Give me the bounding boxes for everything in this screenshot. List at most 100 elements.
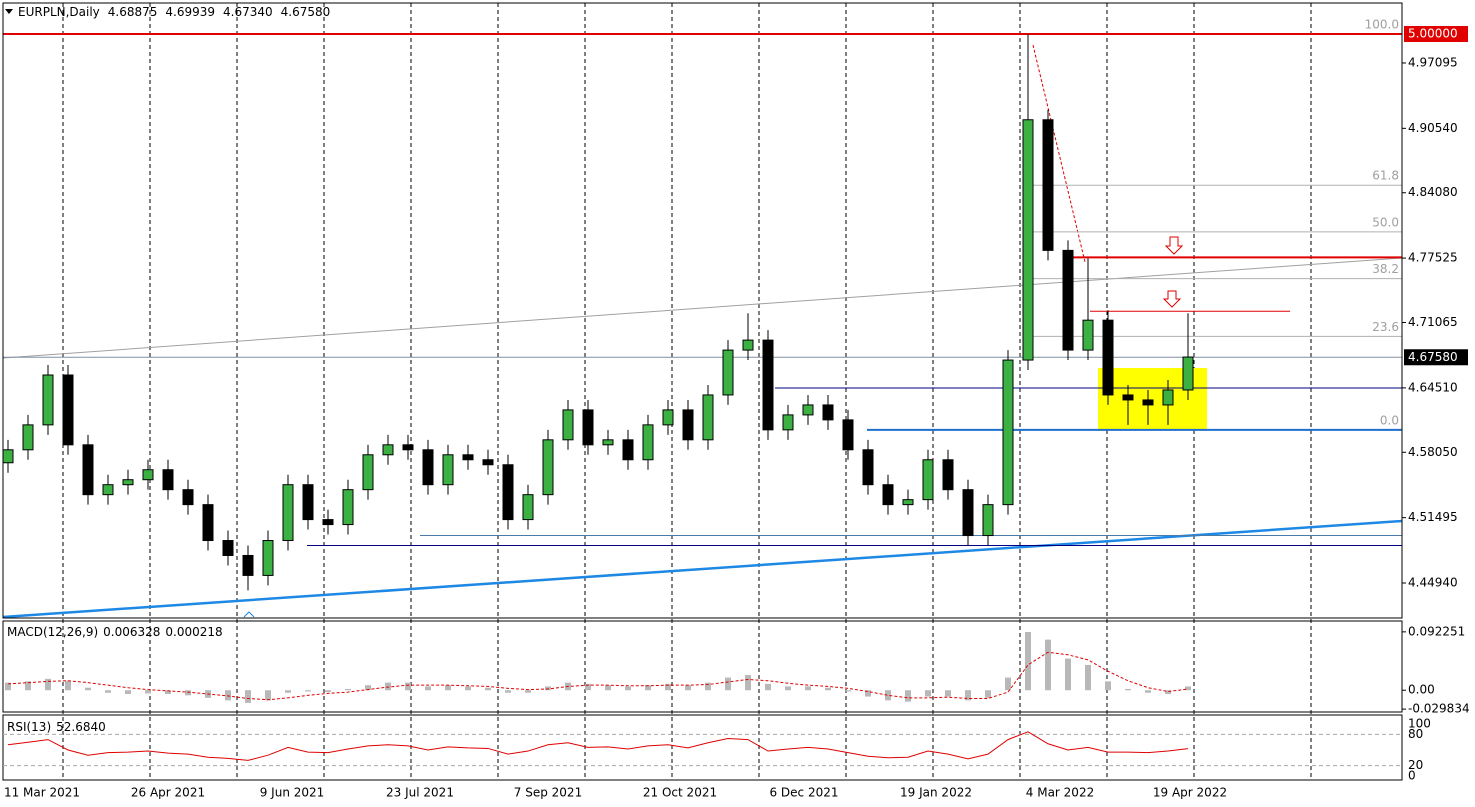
candle-body [422,449,434,486]
marked-level-box [1404,26,1468,43]
candle-body [1162,389,1174,406]
candle-body [1002,359,1014,506]
y-tick-label: 4.97095 [1408,55,1458,69]
macd-panel [2,620,1403,713]
candle-body [282,484,294,542]
fib-label: 61.8 [1372,169,1399,183]
y-tick-label: 4.44940 [1408,576,1458,590]
candle-body [462,454,474,461]
macd-tick-label: -0.029834 [1408,702,1470,716]
candle-body [802,404,814,416]
candle-body [402,444,414,451]
plot: 100.0 61.8 50.0 38.2 23.6 0.0 [2,18,1402,591]
x-tick-label: 21 Oct 2021 [643,786,717,800]
menu-triangle[interactable] [5,9,13,14]
rsi-tick-label: 100 [1408,717,1431,731]
macd-value: 0.000218 [165,625,222,639]
fib-label: 0.0 [1380,413,1399,427]
macd-tick-label: 0.00 [1408,683,1435,697]
candle-body [122,479,134,486]
candle-body [562,409,574,441]
main-panel [2,2,1403,619]
candle-body [1142,399,1154,406]
candle-body [502,464,514,521]
candle-body [322,519,334,526]
trend-line [2,519,1403,619]
header-value: 4.67340 [223,5,273,19]
fib-label: 50.0 [1372,215,1399,229]
candle-body [1022,119,1034,361]
candle-body [1182,356,1194,391]
candle-body [522,494,534,521]
last-price-label: 4.67580 [1408,350,1458,364]
rsi-line [7,731,1189,761]
candle-body [682,409,694,441]
candle-body [1042,119,1054,251]
header-value: 4.69939 [165,5,215,19]
rsi-value: 52.6840 [56,720,106,734]
candle-body [1062,249,1074,351]
candle-body [602,439,614,446]
candle-body [582,409,594,446]
rsi-panel [2,714,1403,781]
x-tick-label: 23 Jul 2021 [386,786,454,800]
last-price-box [1404,349,1468,366]
y-tick-label: 4.51495 [1408,510,1458,524]
rsi-tick-label: 0 [1408,769,1416,783]
y-tick-label: 4.90540 [1408,121,1458,135]
candle-body [622,439,634,461]
candle-body [442,454,454,486]
down-arrow [1162,290,1182,308]
candle-body [42,374,54,426]
x-tick-label: 9 Jun 2021 [260,786,325,800]
candle-body [162,469,174,491]
y-tick-label: 4.84080 [1408,185,1458,199]
y-tick-label: 4.71065 [1408,315,1458,329]
candle-body [702,394,714,441]
candle-body [2,449,14,464]
x-tick-label: 4 Mar 2022 [1026,786,1094,800]
candle-body [182,489,194,506]
candle-body [1122,394,1134,401]
candle-body [742,339,754,351]
candle-body [782,414,794,431]
rsi-label: RSI(13) 52.6840 [7,720,106,734]
x-tick-label: 19 Jan 2022 [900,786,972,800]
candle-body [382,444,394,456]
symbol: EURPLN,Daily [18,5,100,19]
down-arrow [1164,236,1184,255]
candle-body [722,349,734,396]
macd-signal [7,651,1189,701]
y-tick-label: 4.58050 [1408,445,1458,459]
x-tick-label: 11 Mar 2021 [4,786,80,800]
marker [243,611,255,618]
candle-body [242,554,254,576]
macd-value: 0.006328 [103,625,160,639]
candle-body [342,489,354,526]
rsi-tick-label: 80 [1408,727,1423,741]
candle-body [482,459,494,466]
candle-body [902,499,914,506]
candle-body [102,484,114,496]
candle-body [542,439,554,496]
rsi-tick-label: 20 [1408,758,1423,772]
candle-body [662,409,674,426]
candle-body [882,484,894,506]
candle-body [82,444,94,496]
candle-body [362,454,374,491]
candle-body [762,339,774,431]
candle-body [302,484,314,521]
candle-body [642,424,654,461]
macd-label: MACD(12,26,9) 0.006328 0.000218 [7,625,223,639]
candle-body [202,504,214,542]
candle-body [1082,319,1094,351]
candle-body [942,459,954,491]
x-tick-label: 6 Dec 2021 [769,786,838,800]
candle-body [962,489,974,537]
candle-body [62,374,74,446]
candle-body [222,540,234,556]
header-value: 4.68875 [108,5,158,19]
candle-body [922,459,934,501]
marked-level-label: 5.00000 [1408,27,1458,41]
